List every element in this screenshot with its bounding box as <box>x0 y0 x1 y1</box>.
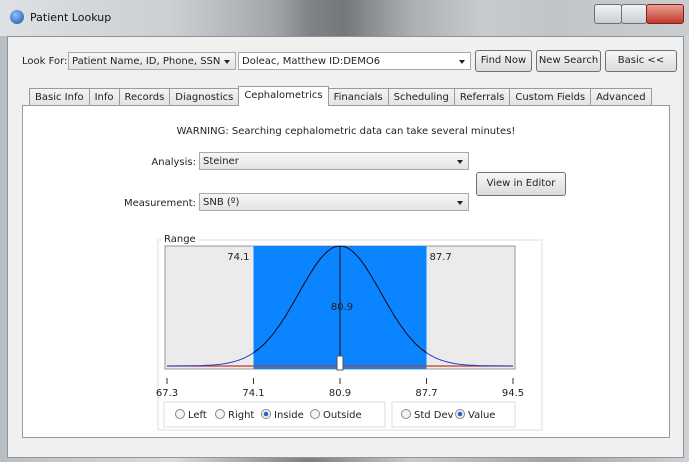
measurement-value: SNB (º) <box>203 197 240 208</box>
tab[interactable]: Financials <box>327 88 389 106</box>
radio-group <box>163 401 386 428</box>
search-type-value: Patient Name, ID, Phone, SSN <box>72 56 221 67</box>
tab[interactable]: Info <box>88 88 120 106</box>
radio-group <box>391 401 516 428</box>
dialog-body: Look For: Patient Name, ID, Phone, SSN D… <box>7 36 684 458</box>
measurement-combo[interactable]: SNB (º) <box>199 193 469 211</box>
search-query-value: Doleac, Matthew ID:DEMO6 <box>242 56 381 67</box>
radio-dot <box>457 411 463 417</box>
tab[interactable]: Referrals <box>453 88 511 106</box>
look-for-label: Look For: <box>22 56 68 67</box>
group-box <box>157 239 543 431</box>
measurement-label: Measurement: <box>123 198 196 209</box>
tab[interactable]: Basic Info <box>29 88 90 106</box>
tab[interactable]: Custom Fields <box>509 88 592 106</box>
tick-label: 80.9 <box>329 388 351 399</box>
search-type-combo[interactable]: Patient Name, ID, Phone, SSN <box>68 52 236 70</box>
title-bar: Patient Lookup <box>0 0 689 36</box>
analysis-combo[interactable]: Steiner <box>199 152 469 170</box>
radio-button[interactable] <box>215 409 225 419</box>
radio-label: Std Dev <box>414 410 454 421</box>
analysis-value: Steiner <box>203 156 239 167</box>
slider-thumb[interactable] <box>336 355 344 371</box>
tab[interactable]: Cephalometrics <box>238 86 329 106</box>
find-now-button[interactable]: Find Now <box>475 50 532 72</box>
lower-label: 74.1 <box>227 252 249 263</box>
range-widget: Range 74.1 87.7 80.9 67.3 74.1 80.9 87.7 94.5 Lef… <box>156 234 543 431</box>
basic-button[interactable]: Basic << <box>605 50 677 72</box>
minimize-button[interactable] <box>594 4 622 24</box>
view-in-editor-button[interactable]: View in Editor <box>476 172 566 196</box>
tab[interactable]: Records <box>118 88 171 106</box>
radio-button[interactable] <box>310 409 320 419</box>
tab[interactable]: Advanced <box>590 88 652 106</box>
group-label-bg <box>161 234 197 244</box>
tab[interactable]: Scheduling <box>387 88 455 106</box>
app-icon <box>10 10 24 24</box>
tick-label: 94.5 <box>502 388 524 399</box>
maximize-button[interactable] <box>621 4 647 24</box>
search-query-combo[interactable]: Doleac, Matthew ID:DEMO6 <box>238 52 471 70</box>
radio-label: Right <box>228 410 254 421</box>
window-title: Patient Lookup <box>30 11 112 24</box>
tab-panel: WARNING: Searching cephalometric data ca… <box>22 105 670 438</box>
analysis-label: Analysis: <box>151 157 196 168</box>
radio-label: Inside <box>274 410 304 421</box>
new-search-button[interactable]: New Search <box>536 50 601 72</box>
radio-label: Value <box>468 410 495 421</box>
close-button[interactable] <box>646 4 684 24</box>
upper-label: 87.7 <box>430 252 452 263</box>
tab-strip: Basic Info Info Records Diagnostics Cephalom… <box>29 86 652 106</box>
range-label: Range <box>164 234 196 245</box>
warning-text: WARNING: Searching cephalometric data ca… <box>176 126 516 137</box>
radio-label: Outside <box>323 410 362 421</box>
radio-dot <box>263 411 269 417</box>
mean-label: 80.9 <box>331 302 353 313</box>
radio-button[interactable] <box>175 409 185 419</box>
tick-label: 87.7 <box>415 388 437 399</box>
tab[interactable]: Diagnostics <box>169 88 240 106</box>
tick-label: 67.3 <box>156 388 178 399</box>
radio-button[interactable] <box>401 409 411 419</box>
radio-label: Left <box>188 410 207 421</box>
tick-label: 74.1 <box>242 388 264 399</box>
